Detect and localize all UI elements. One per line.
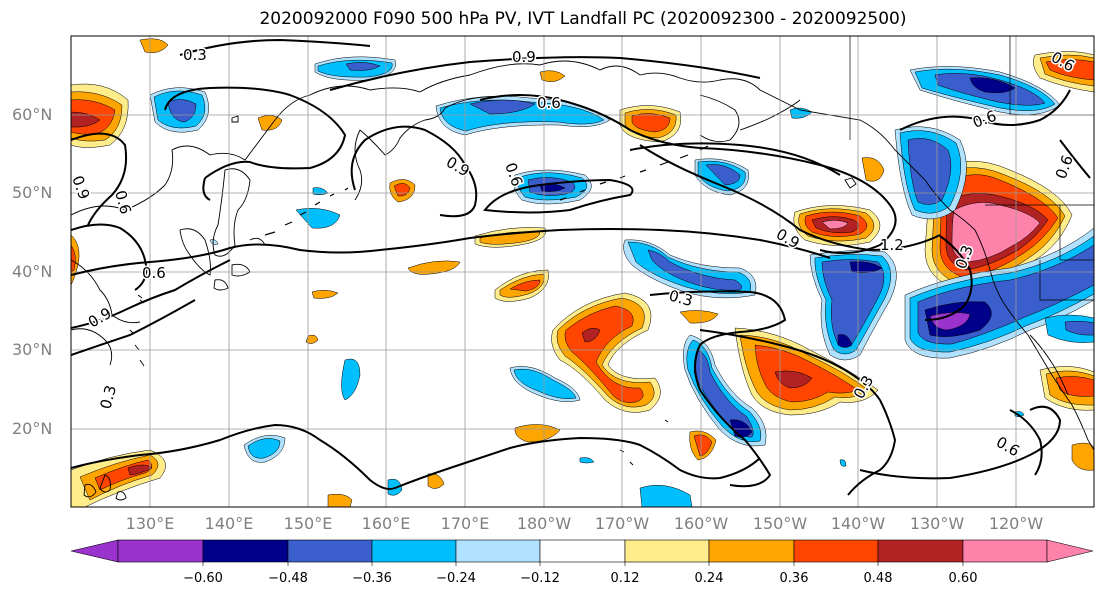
lat-label: 30°N (12, 340, 53, 359)
colorbar-tick-label: 0.48 (863, 571, 893, 586)
lat-label: 20°N (12, 419, 53, 438)
gridlines (71, 36, 1094, 507)
lon-label: 130°E (125, 514, 175, 533)
colorbar-tick-label: −0.12 (520, 571, 560, 586)
colorbar-bin (202, 539, 289, 563)
colorbar-tick-label: 0.12 (610, 571, 640, 586)
colorbar-bin (455, 539, 541, 563)
contour-label: 0.6 (537, 94, 561, 112)
colorbar-tick-label: 0.36 (779, 571, 809, 586)
colorbar-tick-label: −0.48 (268, 571, 308, 586)
lat-label: 50°N (12, 183, 53, 202)
colorbar-bin (371, 539, 457, 563)
negative-anomalies (149, 56, 1094, 507)
contour-label: 0.9 (512, 48, 536, 66)
lon-label: 180°W (516, 514, 572, 533)
colorbar-bin (962, 539, 1048, 563)
pv-contours (71, 38, 1091, 496)
lat-label: 40°N (12, 262, 53, 281)
colorbar-bin (117, 539, 204, 563)
colorbar-bin (708, 539, 795, 563)
contour-label: 0.3 (183, 46, 207, 64)
lon-label: 160°W (673, 514, 729, 533)
colorbar-bin (793, 539, 879, 563)
colorbar-tick-label: 0.24 (694, 571, 724, 586)
colorbar-bin (877, 539, 964, 563)
colorbar-extend-low (70, 539, 119, 563)
lon-label: 150°E (283, 514, 333, 533)
lon-label: 170°W (594, 514, 650, 533)
lon-label: 160°E (361, 514, 411, 533)
lat-label: 60°N (12, 105, 53, 124)
map-frame (70, 35, 1095, 508)
lon-label: 140°W (830, 514, 886, 533)
colorbar-bin (539, 539, 626, 563)
colorbar (70, 539, 1094, 566)
colorbar-tick-label: 0.60 (948, 571, 978, 586)
colorbar-extend-high (1046, 539, 1094, 563)
colorbar-tick-label: −0.24 (436, 571, 476, 586)
lon-label: 130°W (909, 514, 965, 533)
lon-label: 140°E (204, 514, 254, 533)
colorbar-bin (287, 539, 373, 563)
contour-label: 1.2 (880, 236, 904, 254)
lon-label: 170°E (440, 514, 490, 533)
map-title: 2020092000 F090 500 hPa PV, IVT Landfall… (259, 9, 907, 29)
colorbar-tick-label: −0.36 (352, 571, 392, 586)
colorbar-tick-label: −0.60 (183, 571, 223, 586)
lon-label: 120°W (988, 514, 1044, 533)
lon-label: 150°W (752, 514, 808, 533)
contour-label: 0.6 (142, 264, 166, 282)
colorbar-bin (624, 539, 710, 563)
map-field: 0.3 0.9 0.6 0.9 0.6 0.9 0.6 0.6 0.9 1.2 … (71, 36, 1094, 507)
